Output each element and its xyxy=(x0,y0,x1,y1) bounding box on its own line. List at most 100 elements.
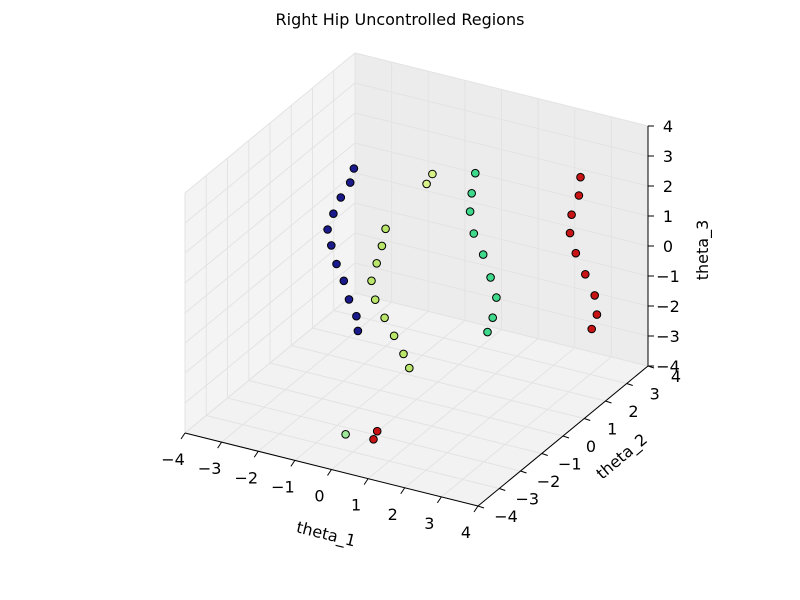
x-tick-label: −1 xyxy=(271,477,295,496)
grid-line xyxy=(184,52,356,194)
y-tick xyxy=(477,505,485,509)
y-tick-label: 0 xyxy=(586,437,596,456)
x-tick-label: −3 xyxy=(198,459,222,478)
x-tick-label: 0 xyxy=(314,487,324,506)
data-point xyxy=(344,295,354,304)
data-point xyxy=(349,164,359,173)
data-point xyxy=(353,326,363,336)
data-point xyxy=(380,313,389,323)
data-point xyxy=(581,270,590,279)
x-tick xyxy=(290,460,296,467)
data-point xyxy=(332,259,341,269)
y-tick xyxy=(562,435,570,439)
x-tick xyxy=(436,496,442,504)
data-point xyxy=(592,310,602,319)
data-point xyxy=(567,210,576,219)
data-point xyxy=(389,331,399,341)
x-tick xyxy=(253,450,259,458)
axes-panes xyxy=(183,51,650,507)
x-tick-label: 1 xyxy=(351,496,361,515)
y-tick xyxy=(499,488,506,491)
x-tick xyxy=(473,505,479,513)
x-tick-label: 3 xyxy=(424,514,434,533)
data-point xyxy=(345,178,355,187)
data-point xyxy=(377,241,387,251)
x-tick-label: −4 xyxy=(161,450,185,469)
y-tick-label: −4 xyxy=(494,507,518,526)
grid-line xyxy=(404,347,576,489)
y-tick-label: 1 xyxy=(607,420,617,439)
z-tick-label: 4 xyxy=(663,117,673,136)
x-tick-label: −2 xyxy=(234,468,258,487)
data-points xyxy=(323,164,602,444)
data-point xyxy=(405,363,414,373)
data-point xyxy=(352,311,361,321)
data-point xyxy=(492,293,501,302)
data-point xyxy=(486,273,495,282)
data-point xyxy=(367,276,376,286)
grid-line xyxy=(354,292,649,367)
data-point xyxy=(381,224,390,234)
z-tick-label: −2 xyxy=(656,297,680,316)
data-point xyxy=(399,349,408,359)
data-point xyxy=(576,172,585,182)
data-point xyxy=(571,248,581,258)
grid-line xyxy=(354,52,649,127)
data-point xyxy=(372,426,382,436)
y-tick-label: −3 xyxy=(515,490,539,509)
x-tick-label: 2 xyxy=(388,505,398,524)
y-tick xyxy=(584,418,591,421)
y-tick xyxy=(626,383,633,386)
x-axis-label: theta_1 xyxy=(294,517,358,551)
z-tick-label: −4 xyxy=(656,357,680,376)
data-point xyxy=(428,169,437,179)
data-point xyxy=(422,179,431,189)
data-point xyxy=(329,209,338,218)
y-axis-label: theta_2 xyxy=(592,430,651,484)
y-tick-label: 2 xyxy=(628,402,638,421)
data-point xyxy=(372,259,382,268)
y-tick xyxy=(520,470,527,474)
data-point xyxy=(467,189,477,198)
z-tick-label: 0 xyxy=(663,237,673,256)
x-tick-label: 4 xyxy=(461,523,471,542)
data-point xyxy=(339,276,349,286)
y-tick-label: −2 xyxy=(537,472,561,491)
z-tick-label: 3 xyxy=(663,147,673,166)
chart-title: Right Hip Uncontrolled Regions xyxy=(275,10,525,29)
grid-line xyxy=(269,362,564,437)
x-tick xyxy=(327,469,332,476)
grid-line xyxy=(184,112,356,254)
x-tick xyxy=(400,487,406,495)
grid-line xyxy=(184,82,356,224)
grid-line xyxy=(441,356,612,498)
grid-line xyxy=(184,142,356,284)
grid-line xyxy=(291,345,585,419)
grid-line xyxy=(354,82,649,157)
data-point xyxy=(341,430,350,439)
data-point xyxy=(483,327,492,337)
tick-marks xyxy=(180,125,655,513)
grid-line xyxy=(184,172,356,314)
x-tick xyxy=(363,478,369,485)
grid-line xyxy=(354,142,649,217)
y-tick-label: 4 xyxy=(671,367,681,386)
data-point xyxy=(565,228,575,238)
data-point xyxy=(327,241,336,250)
z-tick-label: −3 xyxy=(656,327,680,346)
y-tick xyxy=(605,400,612,404)
grid-line xyxy=(333,310,627,384)
y-tick xyxy=(541,453,548,456)
y-tick-label: −1 xyxy=(558,455,582,474)
x-tick xyxy=(217,441,223,449)
grid-line xyxy=(367,338,539,480)
data-point xyxy=(488,313,498,323)
data-point xyxy=(478,250,488,259)
z-tick-label: 1 xyxy=(663,207,673,226)
data-point xyxy=(465,207,475,216)
data-point xyxy=(370,295,380,305)
z-tick-label: 2 xyxy=(663,177,673,196)
x-tick xyxy=(180,432,186,440)
data-point xyxy=(587,324,597,334)
